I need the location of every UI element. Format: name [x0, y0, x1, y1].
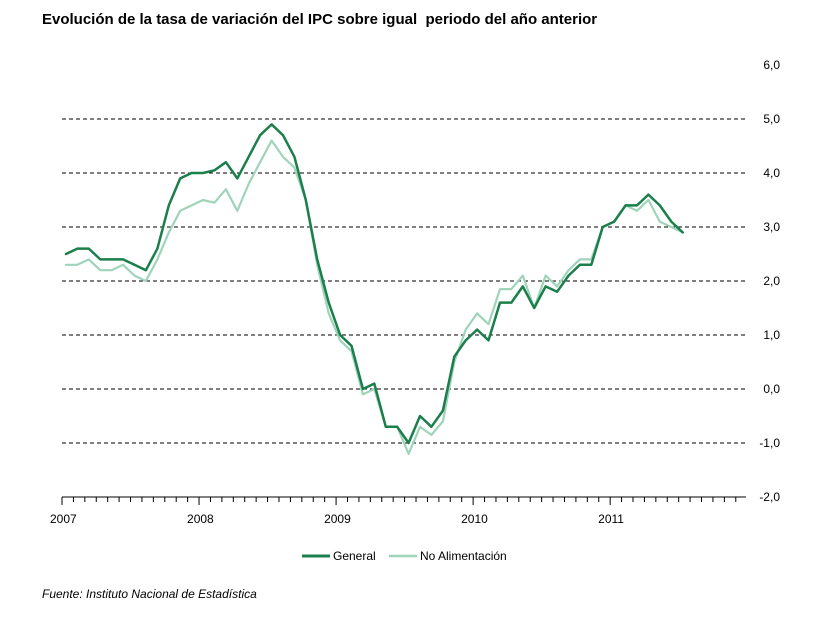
series-line-general: [64, 123, 684, 445]
legend-label: No Alimentación: [420, 549, 507, 563]
legend-label: General: [333, 549, 376, 563]
x-tick-label: 2009: [324, 512, 351, 526]
y-tick-label: 2,0: [763, 274, 780, 288]
x-tick-labels: 2007 2008 2009 2010 2011: [50, 512, 624, 526]
gridlines: [62, 118, 746, 444]
y-tick-label: 5,0: [763, 112, 780, 126]
y-tick-label: 4,0: [763, 166, 780, 180]
y-axis: 6,0 5,0 4,0 3,0 2,0 1,0 0,0 -1,0 -2,0: [759, 58, 780, 504]
chart-title: Evolución de la tasa de variación del IP…: [42, 11, 598, 28]
y-tick-label: -1,0: [759, 436, 780, 450]
y-tick-label: -2,0: [759, 490, 780, 504]
y-tick-label: 1,0: [763, 328, 780, 342]
series-lines: [64, 123, 684, 455]
series-line-no-alimentaci-n: [64, 139, 684, 455]
x-tick-label: 2007: [50, 512, 77, 526]
x-axis: [61, 496, 746, 505]
legend: General No Alimentación: [302, 549, 507, 563]
x-tick-label: 2010: [461, 512, 488, 526]
x-tick-label: 2008: [187, 512, 214, 526]
x-tick-label: 2011: [598, 512, 624, 526]
y-tick-label: 6,0: [763, 58, 780, 72]
y-tick-label: 0,0: [763, 382, 780, 396]
y-tick-label: 3,0: [763, 220, 780, 234]
chart-source: Fuente: Instituto Nacional de Estadístic…: [42, 587, 257, 601]
